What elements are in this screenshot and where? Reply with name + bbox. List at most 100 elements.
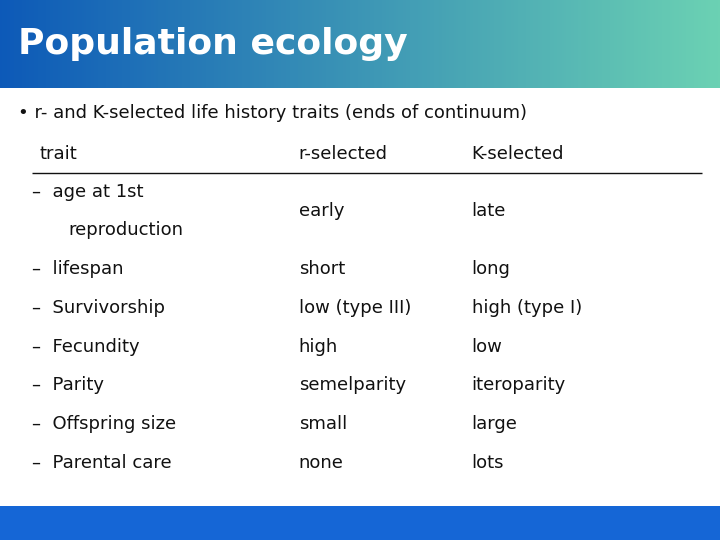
Bar [279, 0, 281, 88]
Bar [451, 0, 454, 88]
Bar [125, 0, 127, 88]
Bar [333, 0, 336, 88]
Bar [567, 0, 569, 88]
Bar [297, 0, 300, 88]
Bar [585, 0, 588, 88]
Bar [341, 0, 343, 88]
Bar [523, 0, 526, 88]
Bar [516, 0, 518, 88]
Bar [466, 0, 468, 88]
Bar [693, 0, 696, 88]
Bar [367, 0, 369, 88]
Bar [672, 0, 675, 88]
Bar [696, 0, 698, 88]
Bar [557, 0, 559, 88]
Bar [542, 0, 545, 88]
Bar [204, 0, 207, 88]
Text: • r- and K-selected life history traits (ends of continuum): • r- and K-selected life history traits … [18, 104, 527, 122]
Bar [387, 0, 389, 88]
Bar [91, 0, 94, 88]
Bar [144, 0, 146, 88]
Bar [5, 0, 7, 88]
Bar [513, 0, 516, 88]
Bar [12, 0, 14, 88]
Bar [261, 0, 264, 88]
Bar [295, 0, 297, 88]
Bar [194, 0, 197, 88]
Bar [38, 0, 41, 88]
Bar [660, 0, 662, 88]
Text: none: none [299, 454, 343, 472]
Bar [310, 0, 312, 88]
Bar [185, 0, 187, 88]
Bar [245, 0, 247, 88]
Bar [223, 0, 225, 88]
Bar [600, 0, 603, 88]
Bar [149, 0, 151, 88]
Bar [396, 0, 398, 88]
Bar [369, 0, 372, 88]
Bar [492, 0, 495, 88]
Bar [122, 0, 125, 88]
Bar [372, 0, 374, 88]
Bar [549, 0, 552, 88]
Bar [518, 0, 521, 88]
Bar [715, 0, 718, 88]
Bar [113, 0, 115, 88]
Bar [612, 0, 614, 88]
Bar [531, 0, 533, 88]
Bar [101, 0, 103, 88]
Bar [132, 0, 135, 88]
Bar [394, 0, 396, 88]
Text: –  lifespan: – lifespan [32, 260, 124, 278]
Bar [24, 0, 27, 88]
Bar [487, 0, 490, 88]
Bar [634, 0, 636, 88]
Text: reproduction: reproduction [68, 221, 184, 239]
Bar [259, 0, 261, 88]
Bar [603, 0, 605, 88]
Bar [81, 0, 84, 88]
Bar [197, 0, 199, 88]
Bar [228, 0, 230, 88]
Text: low (type III): low (type III) [299, 299, 411, 317]
Bar [689, 0, 691, 88]
Bar [425, 0, 427, 88]
Bar [115, 0, 117, 88]
Bar [574, 0, 576, 88]
Bar [43, 0, 45, 88]
Bar [598, 0, 600, 88]
Bar [302, 0, 305, 88]
Bar [643, 0, 646, 88]
Bar [139, 0, 142, 88]
Bar [576, 0, 578, 88]
Bar [355, 0, 358, 88]
Bar [53, 0, 55, 88]
Bar [103, 0, 106, 88]
Bar [94, 0, 96, 88]
Bar [559, 0, 562, 88]
Bar [45, 0, 48, 88]
Bar [336, 0, 338, 88]
Bar [0, 506, 720, 540]
Bar [499, 0, 502, 88]
Bar [362, 0, 365, 88]
Bar [110, 0, 113, 88]
Bar [151, 0, 153, 88]
Text: high (type I): high (type I) [472, 299, 582, 317]
Bar [413, 0, 415, 88]
Bar [329, 0, 331, 88]
Bar [168, 0, 171, 88]
Bar [305, 0, 307, 88]
Bar [427, 0, 430, 88]
Bar [626, 0, 629, 88]
Bar [322, 0, 324, 88]
Bar [240, 0, 243, 88]
Bar [324, 0, 326, 88]
Bar [415, 0, 418, 88]
Bar [691, 0, 693, 88]
Bar [473, 0, 475, 88]
Bar [605, 0, 607, 88]
Bar [713, 0, 715, 88]
Bar [274, 0, 276, 88]
